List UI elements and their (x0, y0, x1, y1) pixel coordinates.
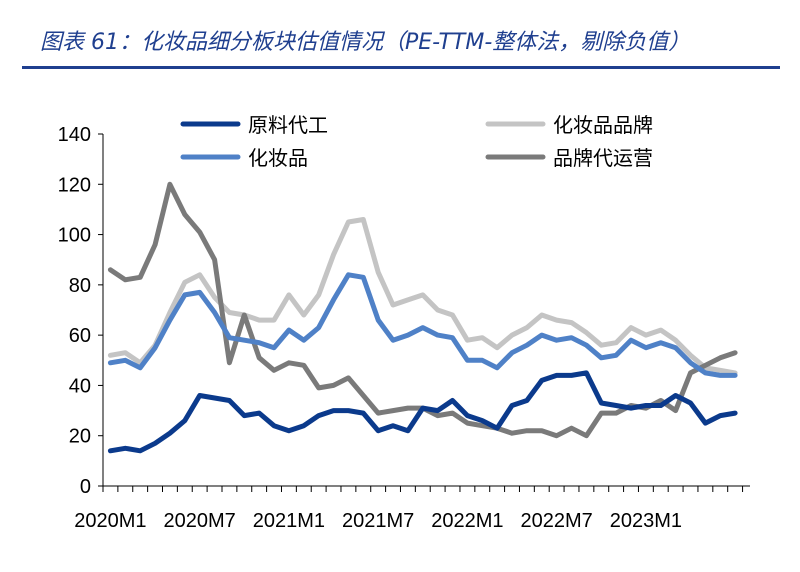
x-tick-label: 2021M1 (253, 510, 325, 532)
x-tick-label: 2020M7 (164, 510, 236, 532)
y-tick-label: 80 (69, 275, 91, 297)
title-rule (22, 66, 780, 69)
legend-label: 化妆品 (248, 146, 308, 170)
y-tick-label: 120 (58, 174, 91, 196)
y-tick-label: 20 (69, 426, 91, 448)
series-line-1 (107, 370, 738, 454)
y-tick-label: 100 (58, 225, 91, 247)
legend-label: 化妆品品牌 (553, 113, 653, 137)
figure-title: 图表 61：化妆品细分板块估值情况（PE-TTM-整体法，剔除负值） (40, 30, 691, 55)
x-tick-label: 2022M7 (521, 510, 593, 532)
x-tick-label: 2020M1 (74, 510, 146, 532)
legend-label: 原料代工 (248, 113, 328, 137)
x-tick-label: 2023M1 (610, 510, 682, 532)
y-tick-label: 40 (69, 375, 91, 397)
y-tick-label: 140 (58, 124, 91, 146)
x-tick-label: 2022M1 (431, 510, 503, 532)
y-tick-label: 0 (80, 476, 91, 498)
legend-label: 品牌代运营 (553, 146, 653, 170)
y-tick-label: 60 (69, 325, 91, 347)
series-line-2 (107, 217, 738, 376)
series-line-3 (107, 272, 738, 378)
x-tick-label: 2021M7 (342, 510, 414, 532)
